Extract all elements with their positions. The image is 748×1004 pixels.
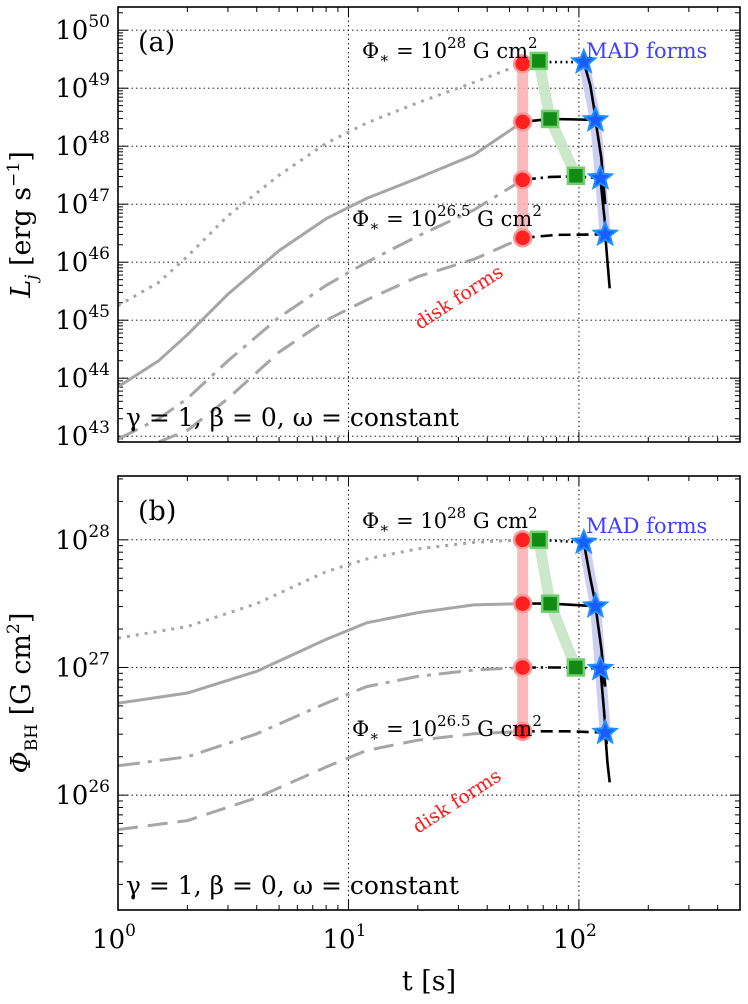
disk-forms-label: disk forms: [409, 765, 506, 838]
annotation-top: Φ∗ = 1028 G cm2: [362, 504, 538, 537]
y-tick-label: 1049: [55, 70, 110, 104]
series-line-pre: [118, 666, 523, 768]
panel-a-luminosity: 1043 1044 1045 1046 1047 1048 1049 1050 (a) Φ∗ = …: [4, 6, 741, 452]
ticks: [117, 476, 741, 910]
annotation-bottom: Φ∗ = 1026.5 G cm2: [352, 712, 542, 745]
ticks: [117, 7, 741, 443]
series-line-disk: [522, 666, 601, 670]
mad-star-marker: [586, 653, 615, 681]
x-tick-label: 100: [92, 921, 136, 955]
square-marker: [540, 109, 560, 129]
mad-forms-label: MAD forms: [586, 39, 707, 63]
mad-star-marker: [591, 717, 620, 745]
series-line-pre: [118, 602, 523, 705]
series-line-pre: [158, 236, 524, 442]
mad-star-marker: [581, 105, 610, 133]
disk-marker: [512, 228, 533, 248]
y-tick-label: 1044: [55, 360, 110, 394]
y-tick-label: 1028: [55, 522, 110, 556]
mad-star-marker: [586, 163, 615, 191]
annotation-top: Φ∗ = 1028 G cm2: [362, 34, 538, 67]
mad-star-marker: [581, 591, 610, 619]
disk-marker: [512, 170, 533, 190]
series-line-disk: [522, 233, 606, 240]
x-tick-label: 101: [322, 921, 366, 955]
mad-forms-label: MAD forms: [586, 514, 707, 538]
series-line-pre: [118, 729, 523, 832]
mad-star-marker: [569, 47, 598, 75]
y-tick-label: 1026: [55, 777, 110, 811]
plot-area: [118, 55, 611, 442]
y-tick-label: 1047: [55, 186, 110, 220]
x-axis-label: t [s]: [402, 966, 456, 997]
series-line-pre: [118, 538, 523, 640]
disk-forms-label: disk forms: [411, 261, 508, 334]
annotation-bottom: Φ∗ = 1026.5 G cm2: [352, 202, 542, 235]
y-axis-label: ΦBH [G cm2]: [4, 613, 42, 774]
grid-lines: [118, 7, 740, 442]
y-axis-label: Lj [erg s−1]: [4, 151, 42, 299]
mad-band: [578, 536, 611, 739]
parameters-text: γ = 1, β = 0, ω = constant: [126, 403, 459, 432]
y-tick-label: 1048: [55, 128, 110, 162]
axes-frame: [117, 475, 741, 911]
disk-marker: [512, 112, 533, 132]
grid-lines: [118, 476, 740, 910]
plot-area: [118, 534, 611, 832]
y-tick-label: 1046: [55, 244, 110, 278]
y-tick-label: 1045: [55, 302, 110, 336]
disk-marker: [512, 721, 533, 742]
x-axis: 100 101 102 t [s]: [92, 921, 597, 997]
parameters-text: γ = 1, β = 0, ω = constant: [126, 871, 459, 900]
axes-frame: [117, 6, 741, 443]
x-tick-label: 102: [553, 921, 597, 955]
mad-star-marker: [569, 527, 598, 555]
square-marker: [566, 658, 586, 677]
series-line-pre: [118, 120, 524, 389]
mad-band: [578, 56, 611, 240]
panel-label: (a): [138, 27, 175, 58]
panel-b-magnetic-flux: 1026 1027 1028 (b) Φ∗ = 1028 G cm2 Φ∗ = 1026.…: [4, 475, 741, 911]
series-line-disk: [522, 729, 606, 734]
mad-star-marker: [591, 219, 620, 247]
disk-marker: [512, 530, 533, 550]
y-tick-label: 1050: [55, 12, 110, 46]
series-line-pre: [118, 62, 524, 308]
panel-label: (b): [138, 496, 176, 527]
y-tick-label: 1027: [55, 649, 110, 683]
disk-marker: [512, 593, 533, 614]
square-marker: [529, 51, 549, 71]
series-line-pre: [118, 178, 524, 441]
disk-marker: [512, 657, 533, 678]
series-line-disk: [522, 175, 601, 182]
y-tick-label: 1043: [55, 418, 110, 452]
square-marker: [540, 594, 560, 613]
series-line-disk: [522, 60, 584, 66]
square-marker: [529, 530, 549, 550]
square-marker: [566, 166, 586, 186]
